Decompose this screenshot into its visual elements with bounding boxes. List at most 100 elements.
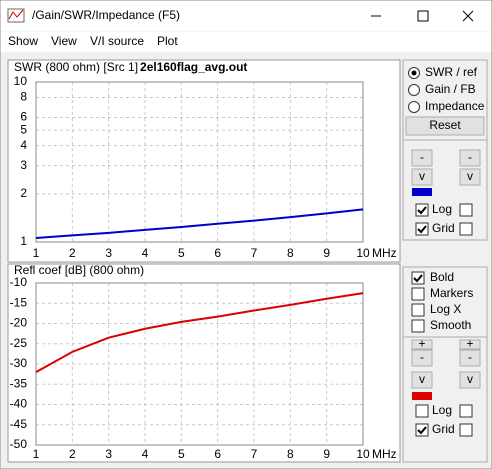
radio-label: Gain / FB [425, 82, 476, 96]
x-tick-label: 7 [251, 246, 258, 260]
button-label: v [419, 372, 425, 386]
x-tick-label: 10 [356, 447, 370, 461]
checkbox-label: Smooth [430, 318, 471, 332]
menu-item[interactable]: Plot [157, 34, 178, 48]
checkbox-label: Log X [430, 302, 461, 316]
checkbox-label: Log [432, 403, 452, 417]
app-icon-line [8, 9, 24, 20]
checkbox-label: Log [432, 202, 452, 216]
x-tick-label: 8 [287, 447, 294, 461]
checkbox[interactable] [411, 319, 425, 333]
y-tick-label: 6 [20, 110, 27, 124]
checkbox[interactable] [415, 423, 429, 437]
window-title: /Gain/SWR/Impedance (F5) [32, 8, 180, 22]
checkbox[interactable] [411, 287, 425, 301]
button-label: - [468, 150, 472, 164]
checkbox-label: Bold [430, 270, 454, 284]
button[interactable] [411, 339, 433, 350]
chart-subtitle: 2el160flag_avg.out [140, 60, 247, 74]
x-tick-label: 6 [214, 447, 221, 461]
radio-label: Impedance [425, 99, 485, 113]
button[interactable] [405, 116, 485, 136]
y-tick-label: 5 [20, 122, 27, 136]
x-tick-label: 6 [214, 246, 221, 260]
menu-item[interactable]: View [51, 34, 77, 48]
title-bar [0, 0, 492, 32]
x-axis-label: MHz [372, 447, 397, 461]
y-tick-label: -40 [10, 397, 28, 411]
checkbox[interactable] [459, 423, 473, 437]
y-tick-label: 1 [20, 234, 27, 248]
checkmark [417, 426, 427, 435]
x-tick-label: 5 [178, 246, 185, 260]
y-tick-label: -50 [10, 437, 28, 451]
button[interactable] [459, 349, 481, 367]
checkbox[interactable] [415, 203, 429, 217]
checkmark [417, 206, 427, 215]
button[interactable] [411, 168, 433, 186]
button-label: + [466, 337, 473, 351]
radio-dot [411, 70, 417, 76]
button[interactable] [459, 371, 481, 389]
maximize-button[interactable] [417, 10, 429, 22]
button-label: Reset [429, 118, 461, 132]
button[interactable] [459, 339, 481, 350]
x-tick-label: 1 [33, 246, 40, 260]
line-series [35, 208, 364, 239]
x-tick-label: 3 [105, 447, 112, 461]
button-label: - [420, 350, 424, 364]
x-tick-label: 2 [69, 246, 76, 260]
radio-button[interactable] [408, 101, 420, 113]
x-tick-label: 4 [142, 246, 149, 260]
checkbox[interactable] [459, 404, 473, 418]
y-tick-label: 4 [20, 138, 27, 152]
menu-item[interactable]: V/I source [90, 34, 144, 48]
checkbox[interactable] [459, 222, 473, 236]
plot-frame [35, 81, 364, 243]
checkmark [413, 274, 423, 283]
checkbox[interactable] [415, 404, 429, 418]
radio-label: SWR / ref [425, 65, 478, 79]
menu-bar [0, 32, 492, 52]
radio-button[interactable] [408, 84, 420, 96]
button[interactable] [411, 349, 433, 367]
x-tick-label: 8 [287, 246, 294, 260]
checkbox[interactable] [411, 303, 425, 317]
x-tick-label: 7 [251, 447, 258, 461]
menu-item[interactable]: Show [8, 34, 38, 48]
chart-title: Refl coef [dB] (800 ohm) [14, 263, 144, 277]
y-tick-label: 3 [20, 158, 27, 172]
chart-title: SWR (800 ohm) [Src 1] [14, 60, 138, 74]
checkbox[interactable] [411, 271, 425, 285]
button-label: - [420, 150, 424, 164]
button[interactable] [459, 168, 481, 186]
y-tick-label: -35 [10, 376, 28, 390]
y-tick-label: -25 [10, 336, 28, 350]
x-tick-label: 1 [33, 447, 40, 461]
checkbox[interactable] [459, 203, 473, 217]
checkbox[interactable] [415, 222, 429, 236]
button-label: v [467, 372, 473, 386]
y-tick-label: -15 [10, 295, 28, 309]
y-tick-label: -10 [10, 275, 28, 289]
series-color [412, 392, 432, 400]
y-tick-label: 10 [14, 74, 28, 88]
button-label: v [419, 169, 425, 183]
chart-panel [7, 59, 401, 263]
series-color [412, 188, 432, 196]
button[interactable] [459, 149, 481, 167]
x-tick-label: 4 [142, 447, 149, 461]
y-tick-label: -20 [10, 316, 28, 330]
y-tick-label: -45 [10, 417, 28, 431]
checkbox-label: Grid [432, 221, 455, 235]
x-tick-label: 2 [69, 447, 76, 461]
button-label: - [468, 350, 472, 364]
checkbox-label: Grid [432, 422, 455, 436]
button[interactable] [411, 371, 433, 389]
button[interactable] [411, 149, 433, 167]
close-button[interactable] [462, 10, 474, 22]
x-tick-label: 9 [323, 246, 330, 260]
checkmark [417, 225, 427, 234]
y-tick-label: 2 [20, 186, 27, 200]
